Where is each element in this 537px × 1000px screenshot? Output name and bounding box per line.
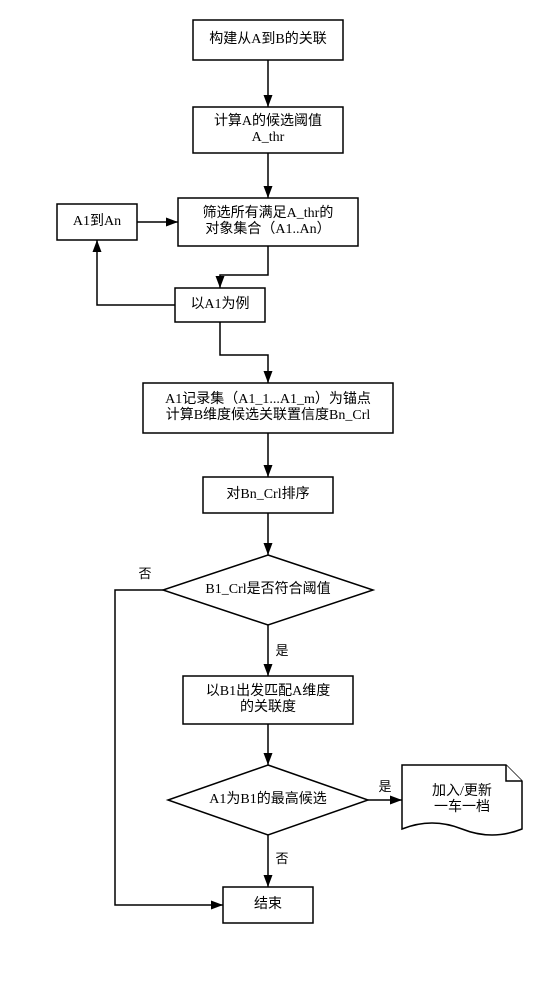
n_loop: A1到An [57,204,137,240]
edge-n_d1-n_end [115,590,223,905]
n_athr: 计算A的候选阈值A_thr [193,107,343,153]
n_sort: 对Bn_Crl排序 [203,477,333,513]
n_match-line0: 以B1出发匹配A维度 [206,683,330,699]
n_athr-line1: A_thr [252,130,285,145]
n_athr-line0: 计算A的候选阈值 [214,113,322,129]
n_sort-line0: 对Bn_Crl排序 [226,486,309,502]
n_bncrl-line1: 计算B维度候选关联置信度Bn_Crl [166,407,371,423]
n_d2-line0: A1为B1的最高候选 [209,790,326,807]
n_match: 以B1出发匹配A维度的关联度 [183,676,353,724]
n_a1-line0: 以A1为例 [190,296,249,312]
n_d1-line0: B1_Crl是否符合阈值 [205,581,330,597]
n_bncrl-line0: A1记录集（A1_1...A1_m）为锚点 [165,390,371,407]
edge-n_filter-n_a1 [220,246,268,288]
n_end-line0: 结束 [254,896,282,912]
edge-n_a1-n_bncrl [220,322,268,383]
n_a1: 以A1为例 [175,288,265,322]
n_filter-line1: 对象集合（A1..An） [205,220,330,237]
edge-label-n_d1-n_match: 是 [275,643,288,658]
n_d1: B1_Crl是否符合阈值 [163,555,373,625]
edge-label-n_d1-n_end: 否 [138,566,151,581]
edge-label-n_d2-n_end: 否 [275,851,288,866]
n_doc-line0: 加入/更新 [432,783,492,799]
n_filter: 筛选所有满足A_thr的对象集合（A1..An） [178,198,358,246]
n_loop-line0: A1到An [73,213,121,229]
n_d2: A1为B1的最高候选 [168,765,368,835]
n_bncrl: A1记录集（A1_1...A1_m）为锚点计算B维度候选关联置信度Bn_Crl [143,383,393,433]
n_start-line0: 构建从A到B的关联 [209,31,326,47]
edge-label-n_d2-n_doc: 是 [378,779,391,794]
edge-n_a1-n_loop [97,240,175,305]
n_doc: 加入/更新一车一档 [402,765,522,835]
n_filter-line0: 筛选所有满足A_thr的 [203,205,334,221]
n_end: 结束 [223,887,313,923]
n_doc-line1: 一车一档 [434,798,490,815]
n_match-line1: 的关联度 [240,699,296,715]
n_start: 构建从A到B的关联 [193,20,343,60]
